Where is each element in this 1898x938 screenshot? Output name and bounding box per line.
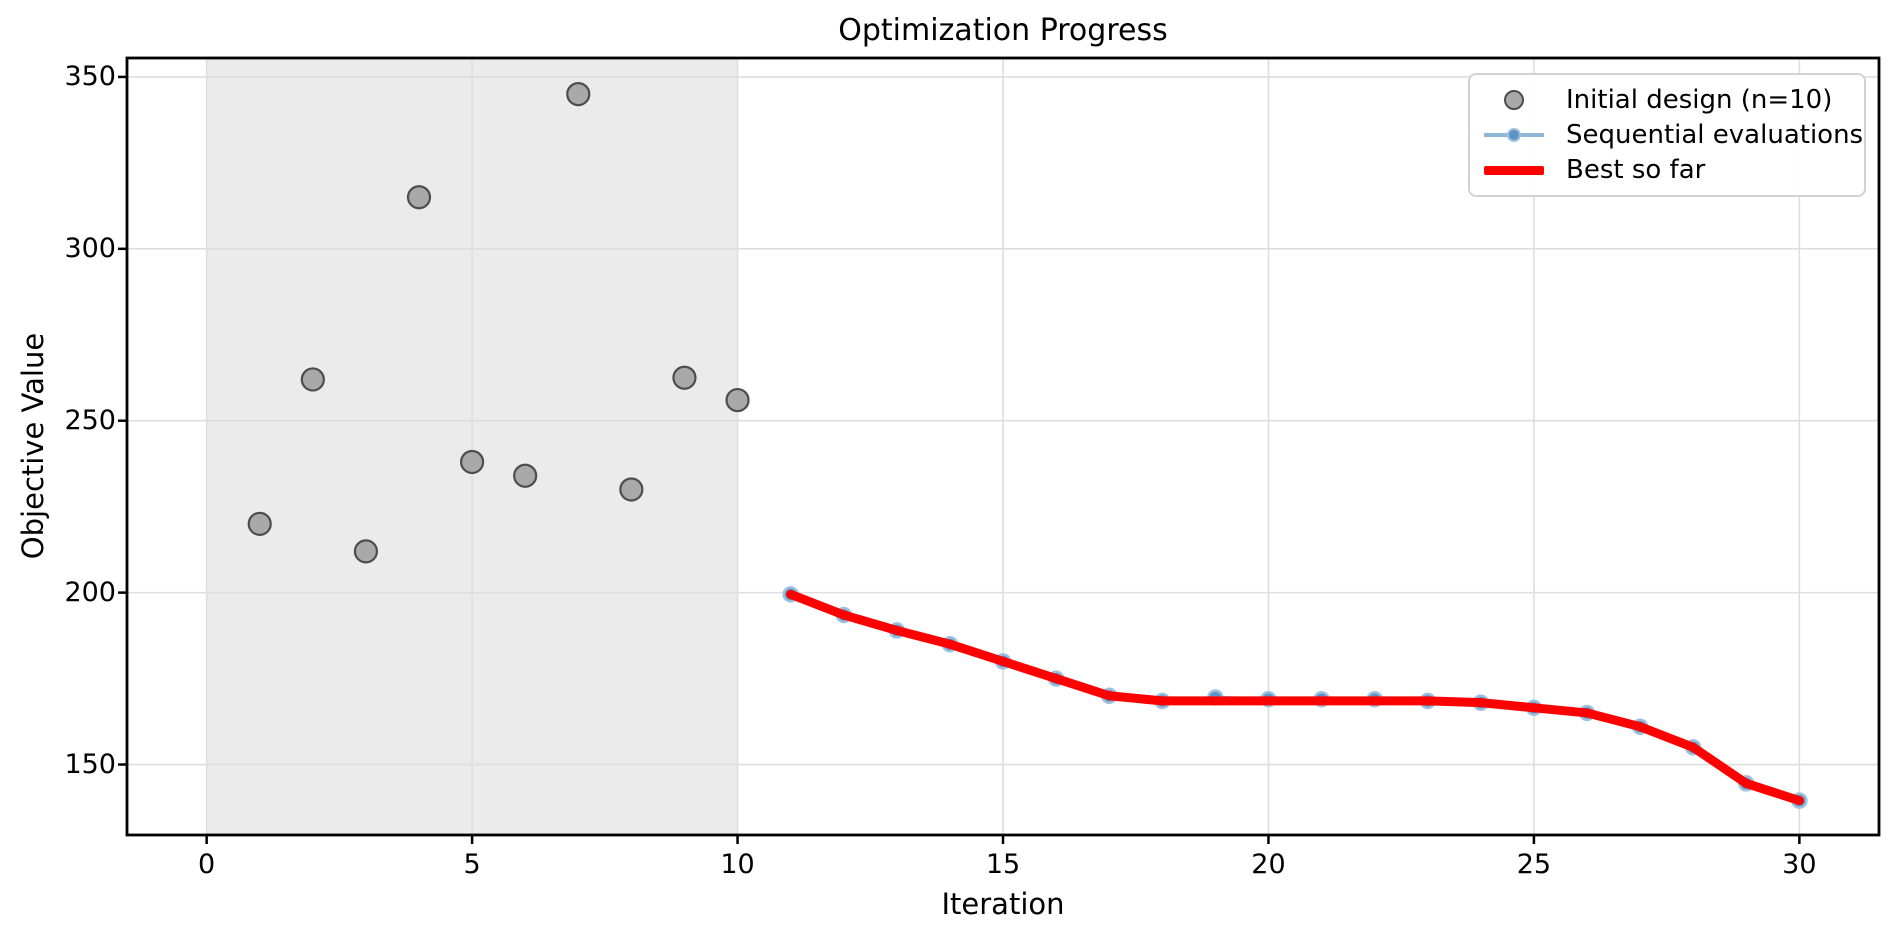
- y-tick-label: 150: [64, 748, 116, 780]
- legend-item-sequential-evaluations: Sequential evaluations: [1482, 117, 1863, 152]
- initial-design-point: [619, 477, 644, 502]
- legend: Initial design (n=10) Sequential evaluat…: [1468, 73, 1866, 197]
- initial-design-point: [406, 185, 432, 210]
- x-axis-label: Iteration: [941, 887, 1065, 921]
- x-tick-label: 30: [1782, 849, 1817, 880]
- initial-design-point: [566, 81, 591, 107]
- x-tick-label: 10: [720, 849, 755, 880]
- best-so-far-line: [786, 589, 1804, 806]
- y-tick-label: 350: [64, 60, 116, 92]
- legend-item-initial-design: Initial design (n=10): [1482, 82, 1852, 117]
- initial-design-point: [247, 511, 272, 536]
- gray-circle-marker-icon: [1482, 89, 1546, 110]
- initial-design-point: [725, 387, 750, 413]
- initial-design-point: [353, 539, 379, 564]
- initial-design-point: [459, 449, 485, 475]
- x-tick-label: 15: [985, 849, 1021, 880]
- initial-design-point: [300, 367, 325, 392]
- initial-design-point: [672, 365, 697, 390]
- red-line-icon: [1482, 165, 1546, 175]
- y-tick-label: 300: [64, 232, 116, 264]
- legend-item-label: Initial design (n=10): [1566, 84, 1833, 115]
- x-tick-label: 0: [198, 849, 216, 880]
- legend-item-best-so-far: Best so far: [1482, 153, 1852, 188]
- initial-design-point: [513, 463, 538, 488]
- legend-item-label: Sequential evaluations: [1566, 119, 1864, 150]
- chart-title: Optimization Progress: [838, 13, 1168, 48]
- legend-item-label: Best so far: [1566, 155, 1706, 186]
- y-tick-label: 250: [64, 404, 116, 436]
- x-tick-label: 20: [1251, 849, 1286, 880]
- blue-line-marker-icon: [1482, 127, 1546, 142]
- y-tick-label: 200: [64, 576, 116, 608]
- x-tick-label: 25: [1516, 849, 1552, 880]
- x-tick-label: 5: [463, 849, 481, 880]
